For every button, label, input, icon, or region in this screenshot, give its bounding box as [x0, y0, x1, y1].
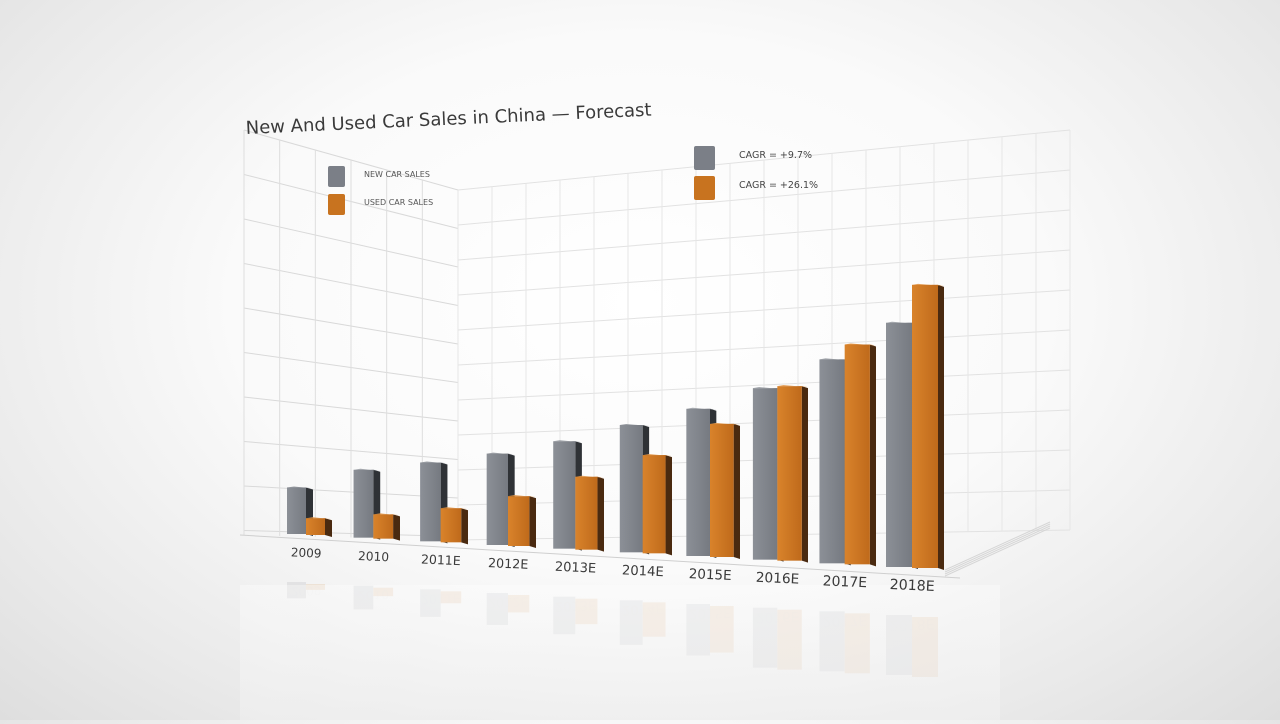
floor-line	[239, 534, 961, 579]
legend-label-new: NEW CAR SALES	[364, 170, 430, 179]
floor-line	[944, 521, 1051, 571]
bar-used-2018E	[912, 283, 944, 570]
legend: NEW CAR SALES USED CAR SALES	[328, 166, 433, 215]
floor-line	[944, 527, 1051, 577]
bar-used-2010	[373, 513, 400, 541]
bar-used-2014E	[642, 454, 672, 556]
legend-label-used: USED CAR SALES	[364, 198, 433, 207]
floor-line	[944, 523, 1051, 573]
floor-line	[944, 525, 1051, 575]
category-label: 2013E	[555, 560, 597, 577]
bar-used-2013E	[575, 475, 604, 552]
legend-swatch-used	[328, 194, 345, 215]
category-label: 2014E	[622, 563, 665, 580]
bar-used-2009	[306, 517, 332, 537]
category-label: 2018E	[889, 577, 935, 595]
category-label: 2015E	[688, 566, 732, 584]
bar-used-2015E	[710, 422, 740, 559]
cagr-swatch-used	[694, 176, 715, 200]
cagr-annotations: CAGR = +9.7% CAGR = +26.1%	[694, 146, 818, 200]
bar-used-2011E	[440, 507, 468, 545]
cagr-swatch-new	[694, 146, 715, 170]
category-label: 2009	[291, 545, 322, 560]
bar-used-2012E	[508, 495, 536, 548]
chart-title: New And Used Car Sales in China — Foreca…	[245, 100, 652, 139]
bars	[287, 283, 944, 570]
cagr-label-used: CAGR = +26.1%	[739, 180, 818, 191]
category-label: 2016E	[755, 570, 799, 588]
reflection-fade	[240, 585, 1000, 720]
cagr-label-new: CAGR = +9.7%	[739, 150, 812, 161]
bar-used-2016E	[777, 385, 808, 563]
category-label: 2010	[358, 549, 390, 564]
category-labels: 2009 2010 2011E 2012E 2013E 2014E 2015E 2016E 20…	[291, 545, 935, 595]
category-label: 2017E	[822, 573, 867, 591]
bar-used-2017E	[844, 343, 876, 567]
category-label: 2012E	[488, 555, 529, 572]
legend-swatch-new	[328, 166, 345, 187]
category-label: 2011E	[421, 551, 461, 568]
